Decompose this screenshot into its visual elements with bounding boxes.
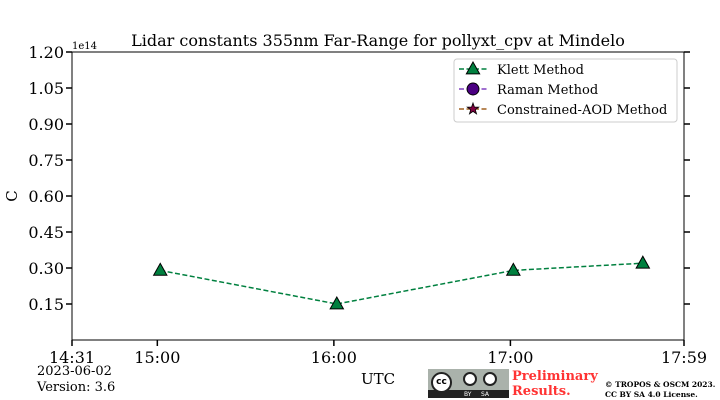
footer-version: Version: 3.6 — [37, 380, 116, 395]
x-tick-label: 15:00 — [134, 348, 180, 367]
cc-license-badge: cc BY SA — [428, 369, 509, 398]
series-line-klett-method — [160, 262, 643, 305]
y-tick-label: 0.45 — [28, 223, 64, 242]
data-point — [635, 255, 651, 269]
x-tick-label: 17:59 — [661, 348, 707, 367]
legend-box — [453, 58, 678, 123]
legend-marker-triangle-icon — [465, 60, 481, 75]
y-tick-label: 1.05 — [28, 79, 64, 98]
chart-title: Lidar constants 355nm Far-Range for poll… — [131, 31, 625, 50]
copyright-notice: © TROPOS & OSCM 2023. CC BY SA 4.0 Licen… — [605, 380, 715, 400]
copyright-line-1: © TROPOS & OSCM 2023. — [605, 380, 716, 389]
legend-label: Klett Method — [497, 63, 584, 78]
x-tick-label: 14:31 — [49, 348, 95, 367]
preliminary-note: Preliminary Results. — [512, 369, 598, 399]
x-tick-label: 17:00 — [487, 348, 533, 367]
y-tick-label: 0.15 — [28, 295, 64, 314]
x-tick-label: 16:00 — [311, 348, 357, 367]
y-tick-label: 0.60 — [28, 187, 64, 206]
legend-label: Constrained-AOD Method — [497, 103, 667, 118]
by-icon — [463, 372, 477, 386]
copyright-line-2: CC BY SA 4.0 License. — [605, 390, 698, 399]
data-point — [329, 295, 345, 310]
y-tick-label: 0.75 — [28, 151, 64, 170]
y-tick-label: 1.20 — [28, 43, 64, 62]
data-point — [505, 262, 521, 276]
y-multiplier: 1e14 — [72, 41, 97, 52]
y-tick-label: 0.30 — [28, 259, 64, 278]
legend-marker-star-icon — [466, 101, 480, 115]
legend-marker-circle-icon — [466, 82, 480, 96]
y-tick-label: 0.90 — [28, 115, 64, 134]
data-point — [152, 262, 168, 276]
footer-date: 2023-06-02 — [37, 364, 112, 379]
legend: Klett Method Raman Method Constrained-AOD … — [453, 58, 678, 123]
cc-icon: cc — [431, 372, 452, 393]
x-axis-label: UTC — [361, 370, 395, 388]
sa-icon — [483, 372, 497, 386]
y-axis-label: C — [3, 190, 21, 201]
legend-label: Raman Method — [497, 83, 598, 98]
